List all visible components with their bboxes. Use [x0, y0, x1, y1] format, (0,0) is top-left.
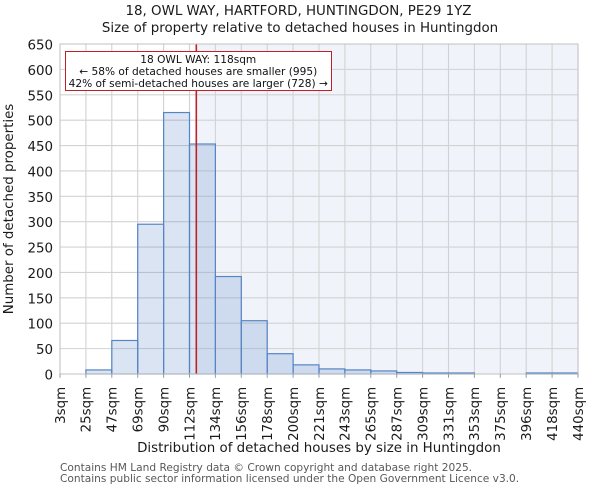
x-tick-label: 156sqm — [235, 387, 250, 441]
y-tick-label: 150 — [27, 292, 53, 307]
y-tick-label: 600 — [27, 64, 53, 79]
x-axis-title: Distribution of detached houses by size … — [137, 441, 501, 456]
x-tick-label: 396sqm — [520, 387, 535, 441]
x-tick-label: 3sqm — [54, 387, 69, 424]
histogram-bar — [318, 368, 346, 375]
y-tick-label: 0 — [44, 369, 53, 384]
annotation-property-line: 18 OWL WAY: 118sqm — [140, 53, 257, 66]
footer-line-1: Contains HM Land Registry data © Crown c… — [60, 462, 473, 474]
y-tick-label: 450 — [27, 140, 53, 155]
y-tick-label: 200 — [27, 267, 53, 282]
x-tick-label: 418sqm — [546, 387, 561, 441]
histogram-bar — [240, 320, 268, 375]
histogram-bar — [111, 339, 139, 375]
x-tick-label: 221sqm — [313, 387, 328, 441]
x-tick-label: 47sqm — [106, 387, 121, 433]
x-tick-label: 178sqm — [261, 387, 276, 441]
histogram-bar — [137, 223, 165, 375]
x-tick-label: 112sqm — [183, 387, 198, 441]
y-tick-label: 650 — [27, 39, 53, 54]
histogram-bar — [214, 275, 242, 375]
y-tick-label: 50 — [36, 343, 53, 358]
chart-title: 18, OWL WAY, HARTFORD, HUNTINGDON, PE29 … — [125, 4, 472, 19]
y-tick-label: 250 — [27, 242, 53, 257]
histogram-bar — [292, 364, 320, 375]
footer-line-2: Contains public sector information licen… — [60, 472, 520, 485]
y-tick-label: 300 — [27, 216, 53, 231]
x-tick-label: 353sqm — [468, 387, 483, 441]
x-tick-label: 200sqm — [287, 387, 302, 441]
y-tick-label: 350 — [27, 191, 53, 206]
x-tick-label: 309sqm — [416, 387, 431, 441]
x-tick-label: 69sqm — [132, 387, 147, 433]
y-tick-label: 100 — [27, 318, 53, 333]
x-tick-label: 90sqm — [157, 387, 172, 433]
x-tick-label: 265sqm — [365, 387, 380, 441]
larger-region-shade — [196, 44, 578, 374]
attribution-footer: Contains HM Land Registry data © Crown c… — [60, 463, 519, 484]
histogram-bar — [163, 111, 191, 375]
x-tick-label: 440sqm — [572, 387, 587, 441]
histogram-bar — [188, 143, 216, 375]
y-tick-label: 400 — [27, 165, 53, 180]
x-tick-label: 331sqm — [442, 387, 457, 441]
x-tick-label: 25sqm — [80, 387, 95, 433]
y-tick-label: 550 — [27, 89, 53, 104]
x-tick-label: 134sqm — [209, 387, 224, 441]
x-tick-label: 375sqm — [494, 387, 509, 441]
annotation-smaller-line: ← 58% of detached houses are smaller (99… — [79, 65, 318, 78]
x-tick-label: 287sqm — [391, 387, 406, 441]
marker-annotation-box: 18 OWL WAY: 118sqm ← 58% of detached hou… — [64, 50, 332, 91]
histogram-bar — [266, 353, 294, 375]
x-tick-label: 243sqm — [339, 387, 354, 441]
annotation-larger-line: 42% of semi-detached houses are larger (… — [68, 77, 328, 90]
chart-subtitle: Size of property relative to detached ho… — [101, 21, 499, 36]
y-tick-label: 500 — [27, 115, 53, 130]
histogram-bar — [85, 369, 113, 375]
histogram-bar — [344, 369, 372, 375]
